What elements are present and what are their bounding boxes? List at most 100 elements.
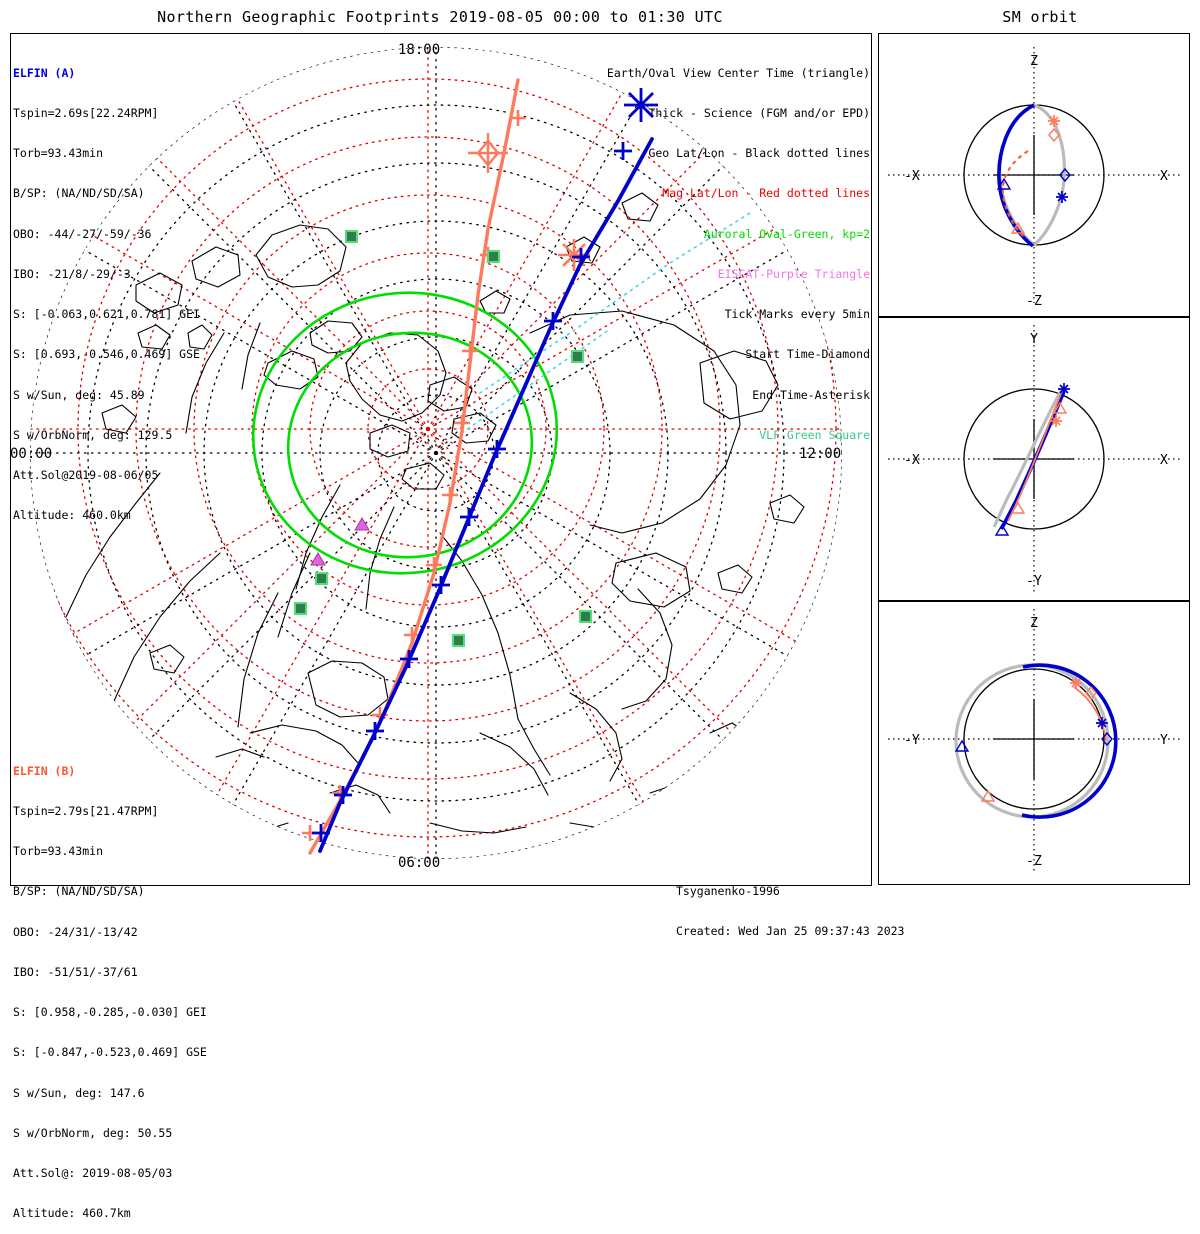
sm3-marker-a-triangle bbox=[954, 739, 970, 752]
elfin-b-line-2: B/SP: (NA/ND/SD/SA) bbox=[13, 884, 145, 899]
elfin-a-title: ELFIN (A) bbox=[13, 65, 76, 80]
auroral-oval-inner bbox=[286, 331, 534, 559]
sm3-marker-a-asterisk bbox=[1096, 717, 1108, 729]
elfin-a-line-8: S w/OrbNorm, deg: 129.5 bbox=[13, 427, 173, 442]
sm1-marker-a-triangle bbox=[996, 177, 1012, 190]
sm3-marker-b-asterisk bbox=[1070, 677, 1082, 689]
elfin-b-line-3: OBO: -24/31/-13/42 bbox=[13, 924, 138, 939]
model-name: Tsyganenko-1996 bbox=[676, 883, 780, 898]
elfin-b-end-asterisk bbox=[558, 239, 590, 271]
sm-panel-xy-frame bbox=[878, 317, 1190, 601]
sm2-marker-a-triangle bbox=[994, 523, 1010, 536]
sm1-marker-a-diamond bbox=[1059, 167, 1071, 183]
vlf-station-markers bbox=[294, 230, 592, 647]
elfin-a-line-5: S: [-0.063,0.621,0.781] GEI bbox=[13, 307, 200, 322]
elfin-a-line-3: OBO: -44/-27/-59/-36 bbox=[13, 226, 152, 241]
sm3-marker-b-triangle bbox=[980, 789, 996, 802]
elfin-a-line-9: Att.Sol@2019-08-06/05 bbox=[13, 468, 159, 482]
mlt-label-06: 06:00 bbox=[398, 855, 441, 871]
sm1-orbit-red bbox=[1001, 150, 1029, 238]
sm2-earth-circle bbox=[963, 388, 1105, 530]
legend-item-start-time: Start Time-Diamond bbox=[745, 347, 870, 362]
sm3-earth-circle bbox=[963, 668, 1105, 810]
elfin-b-line-5: S: [0.958,-0.285,-0.030] GEI bbox=[13, 1005, 207, 1020]
sm2-orbit-gray bbox=[992, 388, 1064, 528]
sm2-marker-a-asterisk bbox=[1058, 383, 1070, 395]
polar-footprint-map[interactable] bbox=[10, 33, 872, 886]
legend-item-mag-grid: Mag Lat/Lon - Red dotted lines bbox=[662, 186, 870, 201]
sm1-marker-a-asterisk bbox=[1056, 191, 1068, 203]
sm1-left-label: -X bbox=[904, 169, 920, 184]
legend-item-end-time: End Time-Asterisk bbox=[752, 387, 870, 402]
elfin-a-end-asterisk bbox=[624, 88, 658, 122]
legend-item-auroral-oval: Auroral Oval-Green, kp=2 bbox=[703, 226, 870, 241]
elfin-a-line-10: Altitude: 460.0km bbox=[13, 508, 131, 523]
sm2-marker-b-triangle bbox=[1010, 401, 1068, 514]
elfin-b-line-1: Torb=93.43min bbox=[13, 844, 104, 859]
elfin-b-line-8: S w/OrbNorm, deg: 50.55 bbox=[13, 1125, 173, 1140]
legend-item-tickmarks: Tick Marks every 5min bbox=[724, 307, 870, 322]
sm1-top-label: Z bbox=[1030, 54, 1038, 69]
sm3-left-label: -Y bbox=[904, 733, 920, 748]
elfin-b-info-block: ELFIN (B) Tspin=2.79s[21.47RPM] Torb=93.… bbox=[13, 738, 207, 1234]
sm-panel-xz-top[interactable]: Z -Z -X X bbox=[878, 33, 1190, 317]
elfin-a-info-block: ELFIN (A) Tspin=2.69s[22.24RPM] Torb=93.… bbox=[13, 40, 200, 536]
elfin-a-line-7: S w/Sun, deg: 45.89 bbox=[13, 387, 145, 402]
elfin-a-line-6: S: [0.693,-0.546,0.469] GSE bbox=[13, 347, 200, 362]
sm1-right-label: X bbox=[1160, 169, 1168, 184]
legend-item-eiscat: EISCAT-Purple Triangle bbox=[717, 266, 870, 281]
eiscat-station-markers bbox=[310, 517, 370, 566]
sm1-bottom-label: -Z bbox=[1026, 294, 1042, 309]
sm2-bottom-label: -Y bbox=[1026, 574, 1042, 589]
sm2-marker-b-asterisk bbox=[1050, 415, 1062, 427]
elfin-a-track bbox=[318, 137, 654, 853]
mlt-label-00: 00:00 bbox=[10, 446, 53, 462]
created-timestamp: Created: Wed Jan 25 09:37:43 2023 bbox=[676, 924, 905, 939]
sm2-top-label: Y bbox=[1030, 332, 1038, 347]
elfin-a-line-2: B/SP: (NA/ND/SD/SA) bbox=[13, 186, 145, 201]
sm2-right-label: X bbox=[1160, 453, 1168, 468]
sm2-left-label: -X bbox=[904, 453, 920, 468]
auroral-oval-rings bbox=[251, 291, 559, 575]
credits-block: Tsyganenko-1996 Created: Wed Jan 25 09:3… bbox=[676, 858, 904, 952]
elfin-b-line-0: Tspin=2.79s[21.47RPM] bbox=[13, 804, 159, 819]
sm2-orbit-blue bbox=[999, 390, 1066, 531]
sm3-center-cross bbox=[994, 699, 1074, 779]
legend-item-thick-science: Thick - Science (FGM and/or EPD) bbox=[648, 106, 870, 121]
legend-item-vlf: VLF-Green Square bbox=[759, 427, 870, 442]
sm3-orbit-blue bbox=[1021, 663, 1118, 819]
vlf-ray bbox=[461, 212, 751, 434]
map-panel-frame bbox=[10, 33, 872, 886]
legend-item-geo-grid: Geo Lat/Lon - Black dotted lines bbox=[648, 146, 870, 161]
elfin-a-line-0: Tspin=2.69s[22.24RPM] bbox=[13, 106, 159, 121]
sm3-marker-a-diamond bbox=[1101, 731, 1113, 747]
sm1-marker-b-asterisk bbox=[1048, 115, 1060, 127]
sm-panel-yz[interactable]: Z -Z -Y Y bbox=[878, 601, 1190, 885]
elfin-a-line-4: IBO: -21/8/-29/-3 bbox=[13, 266, 131, 281]
sm-panel-yz-frame bbox=[878, 601, 1190, 885]
sm1-marker-b-triangle bbox=[1010, 221, 1026, 234]
elfin-a-track-line bbox=[318, 137, 654, 853]
sm-orbit-title: SM orbit bbox=[1002, 8, 1078, 26]
mlt-label-12: 12:00 bbox=[799, 446, 842, 462]
sm3-marker-b-diamond bbox=[1085, 685, 1097, 701]
page-title: Northern Geographic Footprints 2019-08-0… bbox=[157, 8, 723, 26]
elfin-b-tickmarks bbox=[302, 110, 526, 841]
sm-panel-xy[interactable]: Y -Y -X X bbox=[878, 317, 1190, 601]
elfin-b-line-4: IBO: -51/51/-37/61 bbox=[13, 964, 138, 979]
elfin-b-line-10: Altitude: 460.7km bbox=[13, 1206, 131, 1221]
elfin-a-line-1: Torb=93.43min bbox=[13, 146, 104, 161]
sm3-right-label: Y bbox=[1160, 733, 1168, 748]
sm3-bottom-label: -Z bbox=[1026, 854, 1042, 869]
sm-panel-xz-top-frame bbox=[878, 33, 1190, 317]
elfin-b-line-9: Att.Sol@: 2019-08-05/03 bbox=[13, 1166, 173, 1180]
elfin-a-tickmarks bbox=[312, 142, 632, 842]
geo-lon-grid bbox=[30, 47, 842, 859]
elfin-b-title: ELFIN (B) bbox=[13, 763, 76, 778]
sm1-marker-b-diamond bbox=[1048, 127, 1060, 143]
elfin-b-line-7: S w/Sun, deg: 147.6 bbox=[13, 1085, 145, 1100]
sm3-orbit-gray bbox=[954, 663, 1110, 819]
sm3-top-label: Z bbox=[1030, 616, 1038, 631]
mlt-label-18: 18:00 bbox=[398, 42, 441, 58]
elfin-b-start-diamond bbox=[468, 133, 508, 173]
